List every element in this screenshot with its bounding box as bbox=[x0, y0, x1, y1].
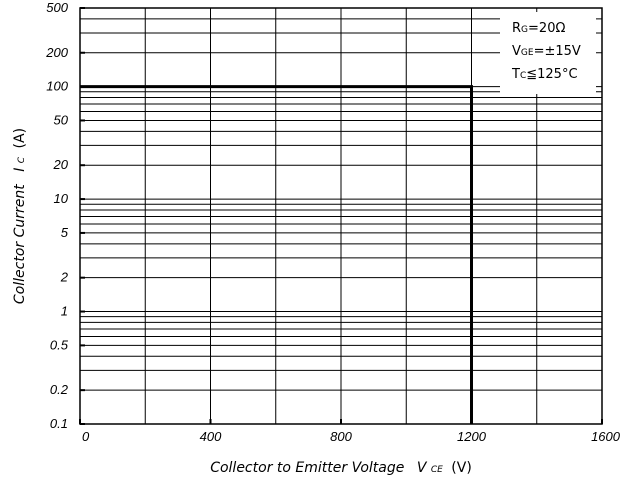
x-tick-label: 1600 bbox=[591, 429, 621, 444]
condition-line: TC≦125°C bbox=[511, 67, 578, 82]
x-tick-label: 1200 bbox=[457, 429, 487, 444]
x-tick-label: 400 bbox=[200, 429, 222, 444]
soa-boundary-line bbox=[80, 85, 473, 424]
condition-line: VGE=±15V bbox=[512, 44, 581, 59]
y-tick-label: 0.1 bbox=[50, 416, 68, 431]
y-tick-label: 200 bbox=[45, 45, 68, 60]
tick-labels: 500 200 100 50 20 10 5 2 1 0.5 0.2 0.1 0 400 800 1200 16… bbox=[45, 0, 620, 444]
y-tick-label: 50 bbox=[54, 112, 69, 127]
x-tick-label: 0 bbox=[82, 429, 90, 444]
y-tick-label: 2 bbox=[60, 270, 69, 285]
x-axis-label: Collector to Emitter Voltage V CE (V) bbox=[210, 460, 472, 476]
y-tick-label: 0.2 bbox=[50, 382, 69, 397]
conditions-annotation: RG=20Ω VGE=±15V TC≦125°C bbox=[500, 12, 596, 94]
y-tick-label: 100 bbox=[46, 79, 68, 94]
y-axis-label: Collector Current I C (A) bbox=[12, 128, 28, 304]
y-tick-label: 20 bbox=[53, 157, 69, 172]
y-tick-label: 5 bbox=[61, 225, 69, 240]
x-tick-label: 800 bbox=[330, 429, 352, 444]
y-tick-label: 500 bbox=[46, 0, 68, 15]
conditions-box bbox=[500, 12, 596, 94]
y-tick-label: 1 bbox=[61, 304, 68, 319]
series-layer bbox=[80, 85, 473, 424]
y-tick-label: 0.5 bbox=[50, 337, 69, 352]
condition-line: RG=20Ω bbox=[512, 21, 565, 36]
y-tick-label: 10 bbox=[54, 191, 69, 206]
